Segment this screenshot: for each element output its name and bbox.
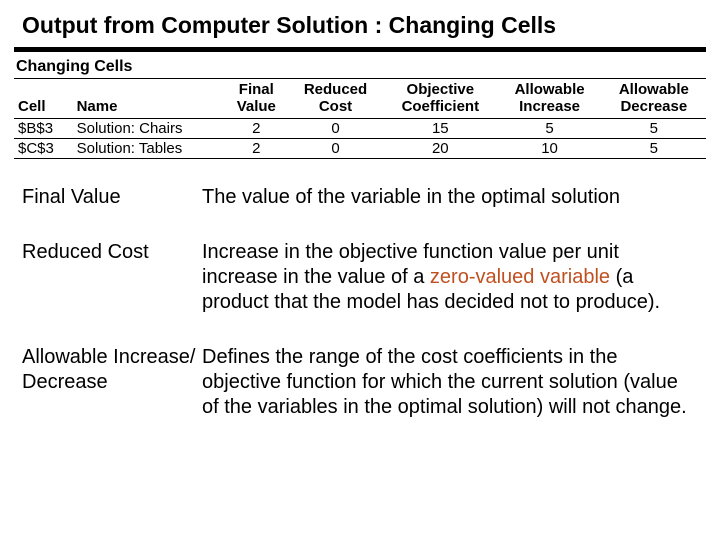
definition-desc: Increase in the objective function value… (202, 240, 690, 315)
section-heading: Changing Cells (14, 56, 706, 79)
cell-ref: $C$3 (14, 138, 73, 158)
title-rule (14, 47, 706, 52)
col-final-value: FinalValue (225, 79, 288, 118)
cell-ref: $B$3 (14, 118, 73, 138)
changing-cells-table: Cell Name FinalValue ReducedCost Objecti… (14, 79, 706, 159)
cell-reduced: 0 (288, 138, 383, 158)
cell-obj: 20 (383, 138, 497, 158)
definition-row: Final Value The value of the variable in… (22, 185, 690, 210)
col-obj-coeff: ObjectiveCoefficient (383, 79, 497, 118)
definition-row: Allowable Increase/ Decrease Defines the… (22, 345, 690, 420)
cell-name: Solution: Tables (73, 138, 225, 158)
cell-inc: 10 (497, 138, 601, 158)
cell-inc: 5 (497, 118, 601, 138)
table-header-row: Cell Name FinalValue ReducedCost Objecti… (14, 79, 706, 118)
table-row: $C$3 Solution: Tables 2 0 20 10 5 (14, 138, 706, 158)
col-name: Name (73, 79, 225, 118)
definition-desc: Defines the range of the cost coefficien… (202, 345, 690, 420)
cell-obj: 15 (383, 118, 497, 138)
table-region: Changing Cells Cell Name FinalValue Redu… (0, 56, 720, 159)
definition-term: Reduced Cost (22, 240, 202, 315)
cell-dec: 5 (602, 138, 706, 158)
page-title: Output from Computer Solution : Changing… (0, 12, 720, 47)
definitions: Final Value The value of the variable in… (0, 159, 720, 420)
cell-dec: 5 (602, 118, 706, 138)
col-cell: Cell (14, 79, 73, 118)
cell-final: 2 (225, 118, 288, 138)
col-allow-inc: AllowableIncrease (497, 79, 601, 118)
cell-reduced: 0 (288, 118, 383, 138)
definition-term: Allowable Increase/ Decrease (22, 345, 202, 420)
definition-desc: The value of the variable in the optimal… (202, 185, 690, 210)
definition-row: Reduced Cost Increase in the objective f… (22, 240, 690, 315)
col-allow-dec: AllowableDecrease (602, 79, 706, 118)
slide: Output from Computer Solution : Changing… (0, 0, 720, 540)
cell-final: 2 (225, 138, 288, 158)
table-row: $B$3 Solution: Chairs 2 0 15 5 5 (14, 118, 706, 138)
cell-name: Solution: Chairs (73, 118, 225, 138)
col-reduced-cost: ReducedCost (288, 79, 383, 118)
definition-term: Final Value (22, 185, 202, 210)
